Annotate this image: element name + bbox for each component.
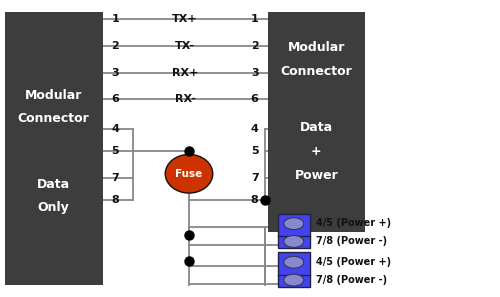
Text: RX+: RX+ (172, 68, 198, 78)
Circle shape (284, 236, 304, 247)
Text: TX+: TX+ (172, 14, 198, 24)
Text: 4: 4 (250, 124, 258, 134)
Text: 3: 3 (251, 68, 258, 78)
Text: 2: 2 (251, 41, 258, 51)
Text: Data: Data (37, 178, 70, 191)
Text: Fuse: Fuse (176, 169, 203, 179)
Text: RX-: RX- (174, 94, 196, 105)
Text: Only: Only (38, 201, 70, 214)
Text: Modular: Modular (25, 89, 82, 102)
Text: 5: 5 (112, 146, 119, 157)
Text: Modular: Modular (288, 41, 345, 54)
Text: 1: 1 (112, 14, 120, 24)
FancyBboxPatch shape (268, 12, 365, 232)
Text: 2: 2 (112, 41, 120, 51)
Text: 6: 6 (250, 94, 258, 105)
Text: 1: 1 (251, 14, 258, 24)
Circle shape (284, 274, 304, 286)
Text: TX-: TX- (175, 41, 195, 51)
Text: 8: 8 (251, 195, 258, 206)
Text: 7: 7 (112, 173, 120, 183)
Text: 4/5 (Power +): 4/5 (Power +) (316, 218, 391, 228)
Text: 5: 5 (251, 146, 258, 157)
Text: 6: 6 (112, 94, 120, 105)
Text: Connector: Connector (280, 65, 352, 78)
FancyBboxPatch shape (278, 214, 310, 248)
Text: 7/8 (Power -): 7/8 (Power -) (316, 275, 387, 285)
Text: +: + (311, 145, 322, 158)
Text: Power: Power (294, 169, 338, 182)
Text: 7: 7 (251, 173, 258, 183)
Text: 8: 8 (112, 195, 120, 206)
FancyBboxPatch shape (5, 12, 102, 285)
Circle shape (284, 218, 304, 230)
Text: 4: 4 (112, 124, 120, 134)
Ellipse shape (165, 154, 213, 193)
Text: Data: Data (300, 121, 333, 134)
Text: 4/5 (Power +): 4/5 (Power +) (316, 257, 391, 267)
FancyBboxPatch shape (278, 252, 310, 287)
Text: 7/8 (Power -): 7/8 (Power -) (316, 236, 387, 246)
Circle shape (284, 256, 304, 268)
Text: 3: 3 (112, 68, 119, 78)
Text: Connector: Connector (18, 112, 90, 125)
